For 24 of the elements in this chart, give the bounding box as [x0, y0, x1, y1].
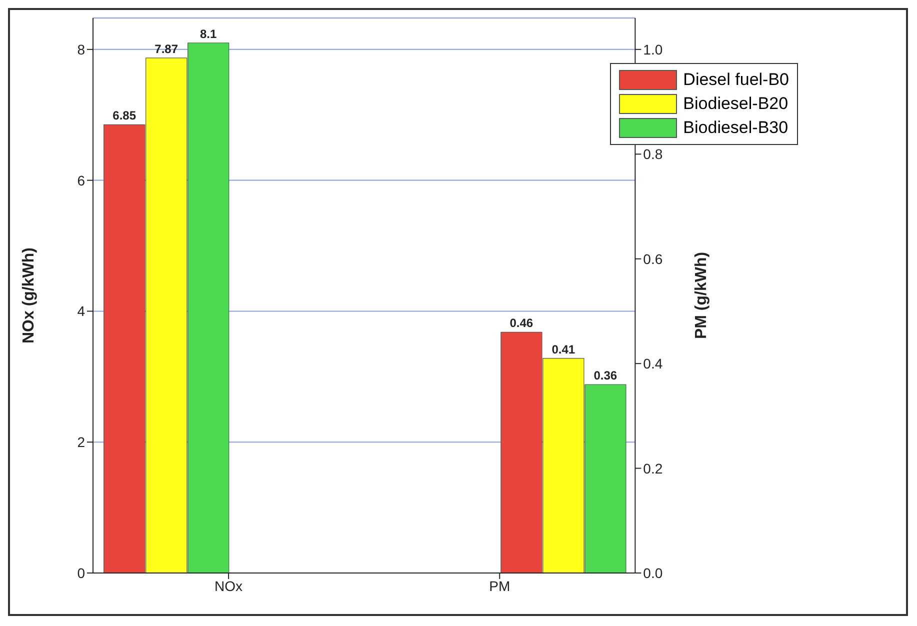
- y-axis-title: NOx (g/kWh): [20, 248, 38, 344]
- y-tick-label: 8: [77, 41, 86, 58]
- data-label: 8.1: [200, 26, 218, 41]
- data-label: 6.85: [112, 108, 136, 123]
- y2-tick-label: 0.2: [643, 460, 663, 476]
- y2-tick-label: 0.4: [643, 356, 663, 372]
- y2-tick-label: 0.0: [643, 564, 663, 581]
- x-tick-label: PM: [489, 578, 510, 594]
- data-label: 0.36: [594, 368, 618, 383]
- legend-label: Biodiesel-B20: [683, 93, 788, 115]
- y2-tick-label: 1.0: [643, 41, 663, 58]
- y-tick-label: 6: [77, 172, 86, 188]
- legend-label: Biodiesel-B30: [683, 117, 788, 139]
- y-tick-label: 4: [77, 303, 86, 320]
- x-tick-label: NOx: [214, 578, 243, 594]
- y2-tick-label: 0.6: [643, 250, 663, 267]
- data-label: 7.87: [154, 42, 178, 56]
- legend-label: Diesel fuel-B0: [683, 69, 789, 91]
- y2-tick-label: 0.8: [643, 146, 663, 162]
- y-tick-label: 2: [77, 434, 86, 450]
- data-label: 0.41: [552, 342, 576, 356]
- data-label: 0.46: [510, 316, 534, 330]
- y-tick-label: 0: [77, 564, 86, 581]
- y2-axis-title: PM (g/kWh): [692, 252, 710, 340]
